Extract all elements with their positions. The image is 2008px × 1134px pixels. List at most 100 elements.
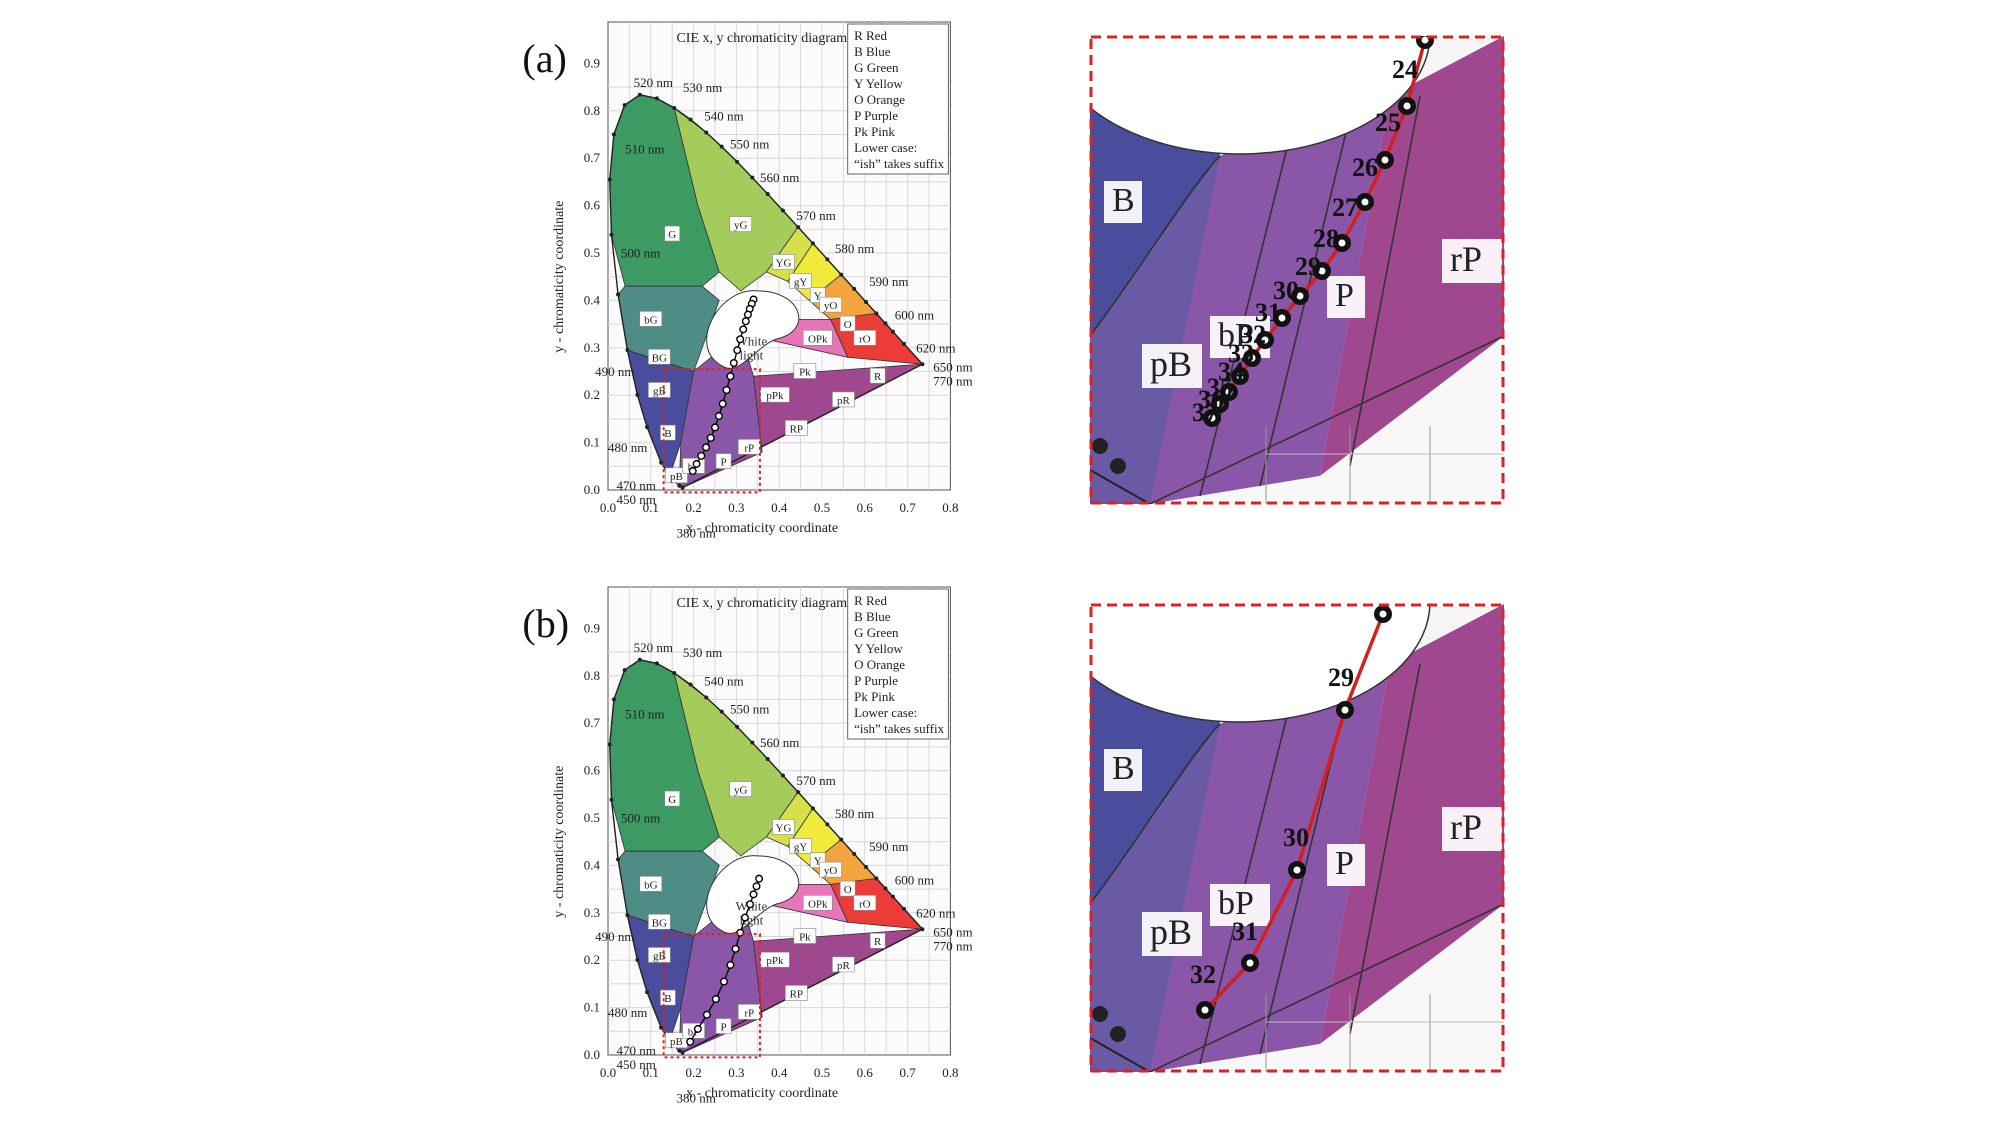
inset-dashed-frame <box>1089 603 1505 1073</box>
y-axis-label: y - chromaticity coordinate <box>552 201 567 353</box>
x-tick-label: 0.2 <box>685 500 701 515</box>
wavelength-label: 540 nm <box>704 108 743 123</box>
region-label: rP <box>744 442 754 454</box>
inset-boundary <box>1149 903 1504 1072</box>
y-axis-label: y - chromaticity coordinate <box>552 766 567 918</box>
trajectory-point <box>711 995 720 1004</box>
locus-tick <box>735 724 740 729</box>
inset-boundary <box>1090 723 1221 905</box>
inset-region-label: rP <box>1450 239 1482 279</box>
region-label-box <box>832 956 855 973</box>
y-tick-label: 0.5 <box>584 810 600 825</box>
y-tick-label: 0.4 <box>584 292 601 307</box>
inset-point-center <box>1208 414 1216 422</box>
locus-tick <box>864 865 869 870</box>
wavelength-label: 770 nm <box>933 939 972 954</box>
region-label: pR <box>837 395 851 407</box>
inset-point-center <box>1293 866 1301 874</box>
inset-region-label: pB <box>1150 912 1192 952</box>
region-label-box <box>832 391 855 408</box>
locus-tick <box>625 913 630 918</box>
inset-point-center <box>1318 267 1326 275</box>
x-tick-label: 0.5 <box>814 500 830 515</box>
region-label-box <box>715 453 732 469</box>
region-label: RP <box>790 423 803 435</box>
locus-tick <box>901 906 906 911</box>
locus-tick <box>645 990 650 995</box>
region-label: Y <box>814 856 822 868</box>
chromaticity-panel: WhitelightGyGYGgYYyOOrORbGBGgBBpBbPPrPRP… <box>522 21 973 540</box>
inset-locus-tick <box>1110 458 1126 474</box>
y-tick-label: 0.0 <box>584 482 600 497</box>
locus-tick <box>645 425 650 430</box>
wavelength-label: 600 nm <box>895 872 934 887</box>
trajectory-point <box>688 467 697 476</box>
locus-tick <box>654 96 659 101</box>
wavelength-label: 480 nm <box>608 1005 647 1020</box>
wavelength-label: 550 nm <box>730 137 769 152</box>
locus-tick <box>637 92 642 97</box>
region-label-box <box>664 790 681 807</box>
inset-point-center <box>1201 1006 1209 1014</box>
locus-tick <box>719 144 724 149</box>
inset-point-center <box>1278 314 1286 322</box>
inset-point-label: 25 <box>1375 108 1401 137</box>
region-label-box <box>648 913 671 930</box>
wavelength-label: 510 nm <box>625 141 664 156</box>
wavelength-label: 510 nm <box>625 706 664 721</box>
wavelength-label: 620 nm <box>916 341 955 356</box>
legend-entry: “ish” takes suffix <box>854 721 945 736</box>
region-label: G <box>668 794 676 806</box>
region-label: P <box>720 1022 726 1034</box>
wavelength-label: 560 nm <box>760 170 799 185</box>
wavelength-label: 580 nm <box>835 806 874 821</box>
inset-region-label: bP <box>1218 885 1254 922</box>
inset-point-center <box>1261 336 1269 344</box>
locus-tick <box>852 851 857 856</box>
trajectory-point <box>706 433 715 442</box>
inset-point-label: 36 <box>1198 385 1224 414</box>
region-label: R <box>874 936 882 948</box>
region-label-box <box>839 880 856 897</box>
wavelength-label: 650 nm <box>933 925 972 940</box>
inset-point-center <box>1379 610 1387 618</box>
inset-region-label-box <box>1142 912 1202 956</box>
inset-region-label-box <box>1327 844 1365 886</box>
region-label-box <box>664 225 681 242</box>
region-label: OPk <box>808 333 828 345</box>
locus-tick <box>672 106 677 111</box>
inset-region-label: bP <box>1218 317 1254 354</box>
region-label: yG <box>734 785 748 797</box>
locus-tick <box>883 321 888 326</box>
locus-tick <box>659 1025 664 1030</box>
region-label-box <box>715 1018 732 1034</box>
wavelength-label: 590 nm <box>869 839 908 854</box>
inset-locus-tick <box>1092 438 1108 454</box>
trajectory-point <box>736 335 745 344</box>
region-label: pB <box>670 1036 683 1048</box>
region-label: G <box>668 229 676 241</box>
region-label-box <box>853 330 877 346</box>
locus-tick <box>680 1050 685 1055</box>
x-tick-label: 0.0 <box>600 1065 616 1080</box>
legend-entry: P Purple <box>854 673 898 688</box>
locus-tick <box>750 740 755 745</box>
region-label: OPk <box>808 898 828 910</box>
inset-locus-edge <box>1090 469 1151 504</box>
trajectory-point <box>702 1010 711 1019</box>
inset-point-center <box>1216 400 1224 408</box>
locus-tick <box>635 392 640 397</box>
locus-tick <box>796 225 801 230</box>
locus-tick <box>625 348 630 353</box>
inset-locus-edge <box>1090 1037 1151 1072</box>
inset-point-label: 28 <box>1313 224 1339 253</box>
inset-point-label: 29 <box>1295 252 1321 281</box>
locus-tick <box>677 483 682 488</box>
legend-entry: “ish” takes suffix <box>854 156 945 171</box>
region-label: YG <box>776 257 792 269</box>
wavelength-label: 480 nm <box>608 440 647 455</box>
region-label: BG <box>652 917 667 929</box>
y-tick-label: 0.3 <box>584 905 600 920</box>
wavelength-label: 650 nm <box>933 360 972 375</box>
white-light-region <box>706 290 800 369</box>
